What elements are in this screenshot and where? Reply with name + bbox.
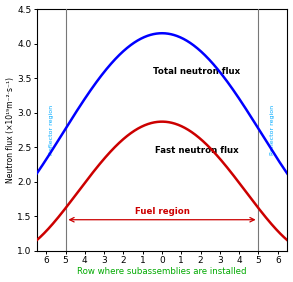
Text: Fast neutron flux: Fast neutron flux [155,146,239,155]
Y-axis label: Neutron flux (×10¹⁹m⁻²·s⁻¹): Neutron flux (×10¹⁹m⁻²·s⁻¹) [6,77,15,183]
Text: Fuel region: Fuel region [134,207,190,215]
Text: Total neutron flux: Total neutron flux [153,67,240,76]
Text: Reflector region: Reflector region [270,105,275,155]
X-axis label: Row where subassemblies are installed: Row where subassemblies are installed [77,267,247,276]
Text: Reflector region: Reflector region [49,105,54,155]
